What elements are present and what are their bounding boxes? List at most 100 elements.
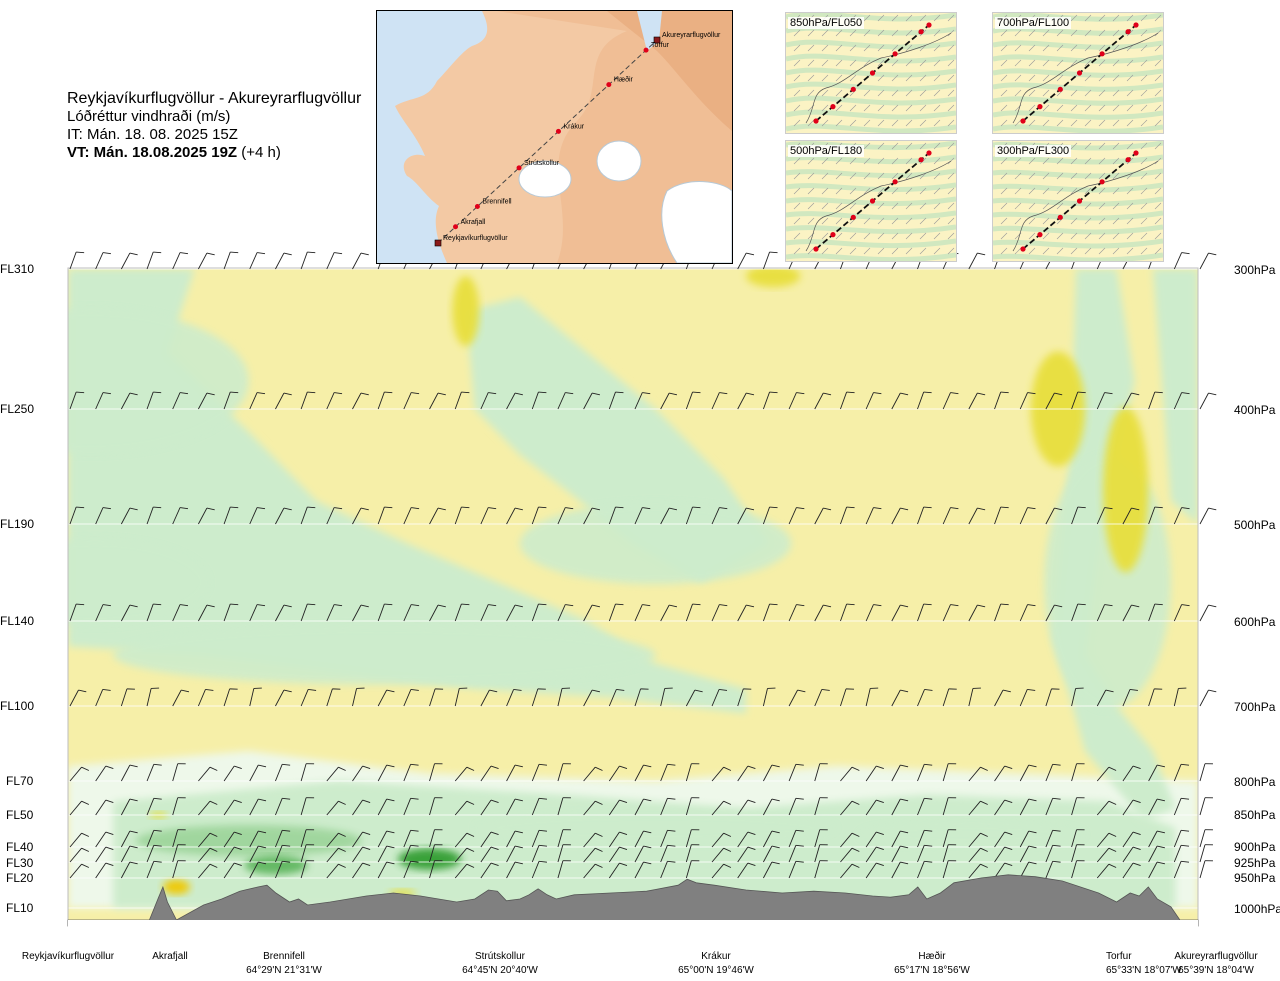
wind-barb — [814, 797, 828, 816]
mini-waypoint — [1037, 232, 1043, 238]
level-map: 850hPa/FL050 — [785, 12, 957, 134]
wind-barb-feather — [490, 862, 499, 867]
wind-barb-feather — [410, 844, 419, 847]
wind-barb-staff — [634, 507, 643, 525]
wind-barb-staff — [942, 860, 949, 879]
wind-barb-staff — [1096, 766, 1110, 782]
wind-barb-staff — [146, 391, 154, 410]
mini-wind-barb — [1112, 44, 1120, 52]
wind-barb-feather — [1054, 507, 1063, 511]
wind-barb-feather — [386, 830, 395, 834]
wind-barb-staff — [1019, 604, 1028, 622]
mini-wind-barb — [905, 247, 913, 255]
mini-waypoint — [813, 246, 819, 252]
wind-barb-staff — [377, 845, 388, 863]
mini-wind-barb — [1084, 104, 1092, 112]
wind-barb — [1045, 688, 1060, 707]
wind-barb — [788, 829, 804, 848]
wind-barb-feather — [129, 845, 138, 849]
wind-barb-feather — [362, 846, 371, 851]
mini-waypoint — [1057, 86, 1063, 92]
wind-barb-staff — [865, 846, 877, 863]
wind-barb-staff — [146, 861, 155, 879]
wind-barb-feather — [923, 391, 932, 394]
wind-barb — [95, 799, 114, 816]
mini-wind-barb — [919, 104, 927, 112]
wind-barb — [249, 392, 266, 410]
wind-barb-feather — [1054, 604, 1063, 608]
wind-barb-feather — [1052, 860, 1061, 863]
wind-barb-feather — [360, 252, 369, 256]
wind-barb-staff — [608, 506, 616, 525]
wind-barb — [377, 798, 395, 816]
wind-barb-staff — [762, 603, 770, 622]
wind-barb-staff — [326, 832, 339, 848]
mini-wind-barb — [905, 232, 913, 240]
mini-wind-barb — [1000, 104, 1008, 112]
wind-barb-staff — [1148, 603, 1156, 622]
wind-barb-feather — [360, 392, 369, 396]
wind-barb-staff — [763, 861, 773, 879]
wind-barb-staff — [352, 252, 362, 270]
mini-wind-barb — [947, 172, 955, 180]
wind-barb — [275, 604, 292, 622]
mini-waypoint — [1037, 104, 1043, 110]
wind-barb-feather — [283, 689, 292, 693]
waypoint-name: Brennifell — [263, 951, 305, 962]
chart-title: Reykjavíkurflugvöllur - Akureyrarflugvöl… — [67, 90, 362, 107]
map-waypoint-label: Torfur — [651, 42, 670, 49]
wind-barb — [1045, 860, 1061, 879]
wind-barb-staff — [1148, 506, 1156, 525]
wind-barb-feather — [565, 392, 574, 395]
mini-wind-barb — [835, 187, 843, 195]
wind-barb-staff — [814, 797, 821, 816]
wind-barb — [352, 604, 369, 622]
wind-barb — [1173, 687, 1187, 707]
wind-barb-staff — [711, 847, 724, 863]
wind-barb-staff — [1173, 845, 1182, 863]
wind-barb-staff — [1148, 845, 1158, 863]
wind-barb — [198, 507, 215, 525]
chart-title-block: Reykjavíkurflugvöllur - Akureyrarflugvöl… — [67, 90, 361, 162]
wind-barb — [1148, 391, 1163, 410]
mini-wind-barb — [1028, 217, 1036, 225]
wind-barb — [737, 862, 756, 879]
wind-barb — [275, 797, 291, 816]
wind-barb-staff — [249, 861, 259, 879]
wind-barb — [223, 506, 239, 525]
wind-barb-staff — [1199, 829, 1206, 848]
wind-barb-feather — [490, 765, 499, 770]
wind-barb — [891, 798, 909, 816]
fl-label: FL40 — [6, 840, 34, 854]
wind-barb-feather — [1028, 830, 1037, 834]
issue-time: IT: Mán. 18. 08. 2025 15Z — [67, 126, 238, 143]
wind-barb-feather — [179, 507, 189, 510]
wind-barb-staff — [1173, 764, 1182, 782]
mini-wind-barb — [1000, 172, 1008, 180]
wind-barb-staff — [275, 845, 283, 863]
mini-wind-barb — [947, 187, 955, 195]
mini-wind-barb — [1014, 157, 1022, 165]
wind-barb-feather — [78, 689, 87, 693]
wind-barb — [840, 603, 855, 622]
mini-waypoint — [1076, 198, 1083, 204]
wind-barb-staff — [300, 797, 307, 816]
wind-barb-staff — [608, 799, 620, 816]
wind-barb-staff — [814, 604, 824, 622]
valid-time-bold: VT: Mán. 18.08.2025 19Z — [67, 144, 238, 161]
wind-barb-feather — [1208, 689, 1217, 693]
wind-barb-staff — [300, 506, 308, 525]
wind-barb-feather — [179, 392, 189, 395]
wind-barb — [146, 391, 162, 410]
wind-barb-staff — [608, 603, 616, 622]
wind-barb-staff — [788, 392, 797, 410]
mini-wind-barb — [1014, 247, 1022, 255]
wind-barb — [1122, 831, 1141, 848]
wind-barb-feather — [924, 763, 933, 766]
wind-barb — [865, 765, 884, 782]
wind-barb — [1199, 844, 1213, 863]
wind-barb-staff — [249, 845, 259, 863]
wind-barb — [326, 688, 341, 707]
wind-barb-staff — [634, 392, 643, 410]
mini-wind-barb — [1000, 202, 1008, 210]
